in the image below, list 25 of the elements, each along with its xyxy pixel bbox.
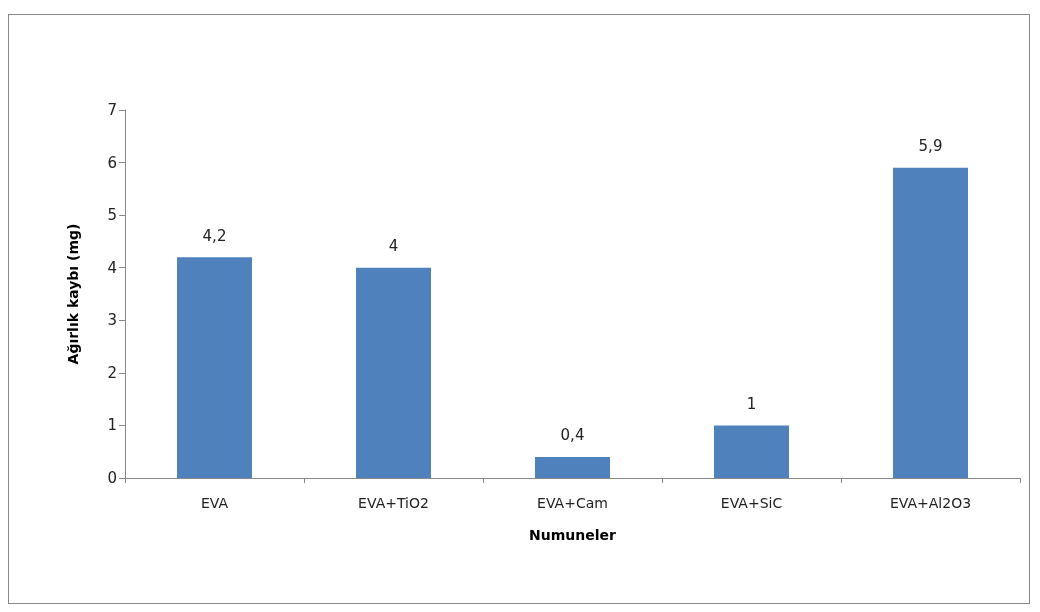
x-tick-label: EVA <box>200 495 229 511</box>
data-label: 4,2 <box>202 226 227 245</box>
y-axis-title: Ağırlık kaybı (mg) <box>65 223 81 365</box>
data-label: 0,4 <box>560 426 585 445</box>
x-tick-label: EVA+SiC <box>720 495 783 511</box>
y-tick-label: 4 <box>107 258 117 277</box>
y-tick-label: 2 <box>107 363 117 382</box>
y-tick-label: 0 <box>107 469 117 487</box>
y-tick-label: 5 <box>107 206 117 225</box>
x-tick-label: EVA+Al2O3 <box>889 495 972 511</box>
y-tick-label: 7 <box>107 101 117 119</box>
bar <box>893 167 968 478</box>
y-tick-label: 6 <box>107 153 117 172</box>
data-label: 1 <box>746 394 757 413</box>
x-tick-label: EVA+Cam <box>537 495 608 511</box>
y-tick-label: 3 <box>107 311 117 330</box>
bar <box>535 456 610 478</box>
y-tick-label: 1 <box>107 416 117 435</box>
bar <box>177 257 252 478</box>
data-label: 4 <box>388 237 399 256</box>
bar <box>356 267 431 478</box>
bar <box>714 425 789 478</box>
x-axis-title: Numuneler <box>529 527 617 543</box>
data-label: 5,9 <box>918 137 943 156</box>
x-tick-label: EVA+TiO2 <box>358 495 429 511</box>
